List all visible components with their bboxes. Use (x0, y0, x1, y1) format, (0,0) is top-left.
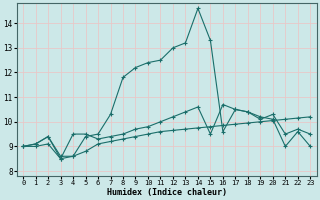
X-axis label: Humidex (Indice chaleur): Humidex (Indice chaleur) (107, 188, 227, 197)
